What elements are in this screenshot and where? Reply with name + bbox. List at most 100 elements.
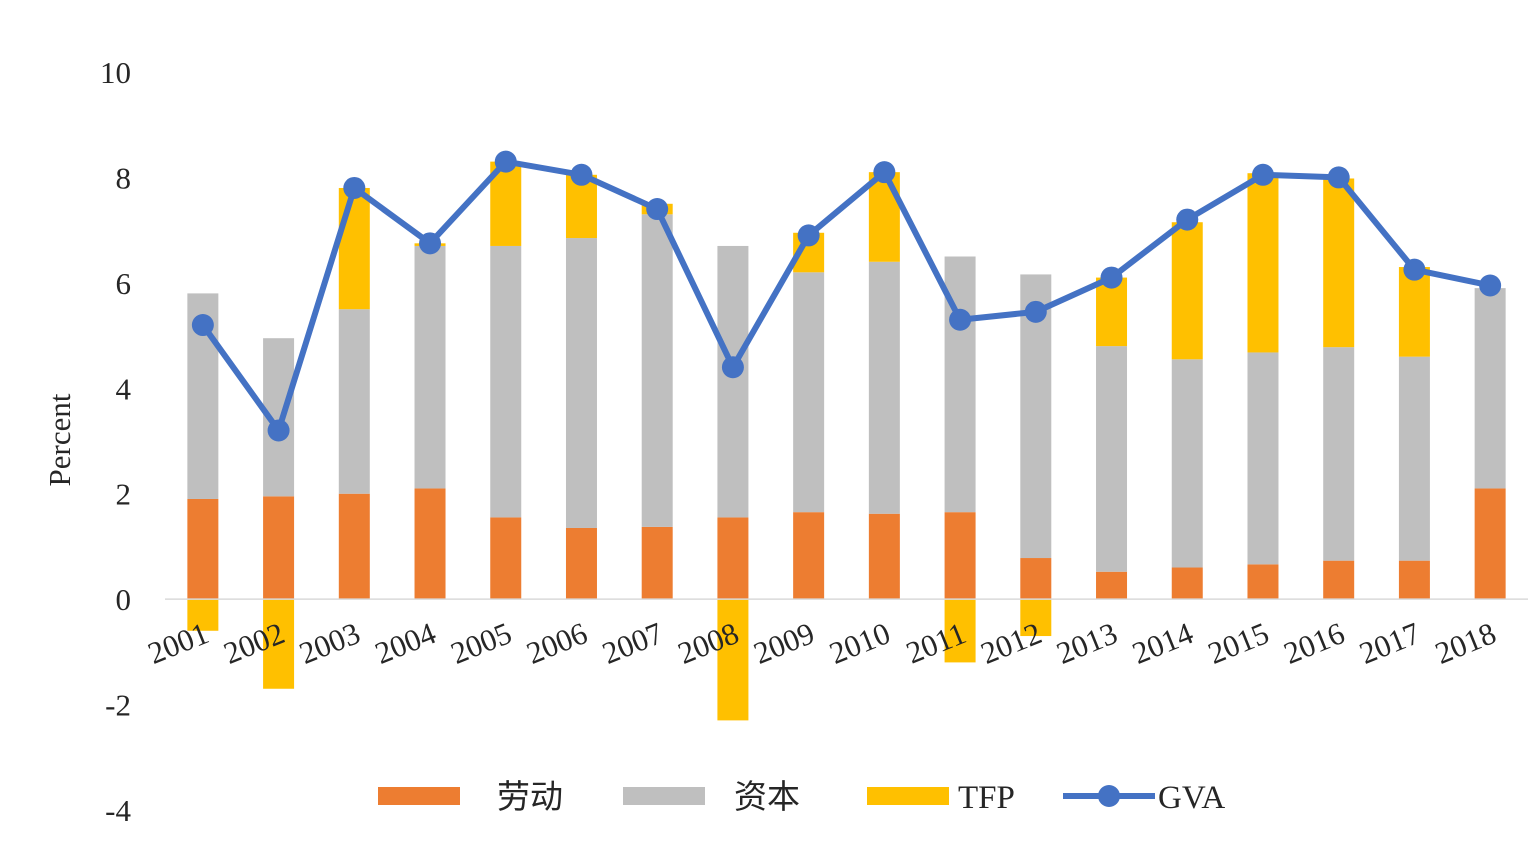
bar-labor-2007: [641, 526, 673, 600]
x-tick-label: 2009: [749, 615, 820, 671]
gva-point-2003: [343, 176, 366, 199]
x-tick-label: 2005: [446, 615, 517, 671]
y-axis-title: Percent: [42, 393, 77, 486]
gva-point-2014: [1176, 208, 1199, 231]
bar-capital-2005: [490, 245, 522, 518]
legend-swatch-tfp: [867, 787, 949, 805]
bar-labor-2014: [1171, 567, 1203, 600]
gva-point-2005: [494, 150, 517, 173]
legend-swatch-capital: [623, 787, 705, 805]
y-tick-label: 8: [116, 160, 132, 195]
bar-labor-2003: [338, 493, 370, 600]
bar-labor-2006: [565, 527, 597, 600]
gva-point-2009: [797, 224, 820, 247]
gva-point-2008: [721, 356, 744, 379]
bar-capital-2007: [641, 214, 673, 527]
bar-tfp-2017: [1398, 267, 1430, 357]
bar-labor-2016: [1323, 560, 1355, 600]
bar-tfp-2003: [338, 187, 370, 310]
bar-labor-2004: [414, 488, 446, 600]
legend-label-tfp: TFP: [958, 780, 1015, 816]
bar-tfp-2015: [1247, 173, 1279, 353]
bar-labor-2017: [1398, 560, 1430, 600]
y-tick-label: 0: [116, 582, 132, 617]
x-tick-label: 2015: [1203, 615, 1274, 671]
bar-capital-2018: [1474, 288, 1506, 489]
bar-tfp-2016: [1323, 178, 1355, 348]
legend-label-labor: 劳动: [497, 777, 563, 816]
bar-tfp-2013: [1096, 277, 1128, 347]
legend-label-gva: GVA: [1158, 780, 1225, 816]
x-tick-label: 2014: [1127, 615, 1198, 671]
bar-labor-2011: [944, 512, 976, 600]
bar-capital-2017: [1398, 356, 1430, 561]
x-tick-label: 2017: [1354, 615, 1425, 671]
gva-point-2004: [419, 232, 442, 255]
gva-point-2015: [1251, 163, 1274, 186]
bar-labor-2005: [490, 517, 522, 600]
gva-point-2016: [1327, 166, 1350, 189]
gva-point-2010: [873, 161, 896, 184]
gva-point-2018: [1479, 274, 1502, 297]
x-tick-label: 2018: [1430, 615, 1501, 671]
gva-series-line: [199, 158, 1494, 434]
legend-marker-gva: [1098, 785, 1120, 807]
x-tick-label: 2016: [1279, 615, 1350, 671]
x-axis-ticks: 2001 2002 2003 2004 2005 2006 2007 2008 2009 2010…: [143, 615, 1501, 671]
bar-capital-2006: [565, 238, 597, 528]
y-tick-label: -4: [105, 793, 131, 828]
bar-tfp-2010: [868, 172, 900, 262]
y-axis-ticks: -4 -2 0 2 4 6 8 10: [100, 55, 132, 828]
bar-labor-2002: [263, 496, 295, 600]
bar-labor-2013: [1096, 571, 1128, 600]
bar-labor-2009: [793, 512, 825, 600]
bar-labor-2015: [1247, 564, 1279, 600]
y-axis-label: Percent: [42, 393, 77, 486]
y-tick-label: 6: [116, 266, 132, 301]
x-tick-label: 2007: [597, 615, 668, 671]
bar-tfp-2008: [717, 599, 749, 721]
y-tick-label: 2: [116, 477, 132, 512]
bar-labor-2012: [1020, 558, 1052, 600]
bar-capital-2013: [1096, 346, 1128, 572]
bar-capital-2016: [1323, 347, 1355, 561]
gva-point-2011: [949, 308, 972, 331]
x-tick-label: 2010: [824, 615, 895, 671]
bar-labor-2008: [717, 517, 749, 600]
bar-capital-2014: [1171, 359, 1203, 568]
gva-point-2017: [1403, 258, 1426, 281]
gva-point-2007: [646, 198, 669, 221]
gva-point-2002: [267, 419, 290, 442]
y-tick-label: -2: [105, 688, 131, 723]
bar-labor-2010: [868, 513, 900, 600]
bar-tfp-2011: [944, 599, 976, 663]
gva-point-2006: [570, 163, 593, 186]
legend: 劳动 资本 TFP GVA: [378, 777, 1225, 816]
bar-tfp-2002: [263, 599, 295, 689]
x-tick-label: 2012: [976, 615, 1047, 671]
x-tick-label: 2013: [1052, 615, 1123, 671]
bar-labor-2018: [1474, 488, 1506, 600]
bar-capital-2015: [1247, 352, 1279, 565]
legend-swatch-labor: [378, 787, 460, 805]
x-tick-label: 2003: [294, 615, 365, 671]
gva-point-2013: [1100, 266, 1123, 289]
y-tick-label: 4: [116, 371, 132, 406]
gva-point-2001: [191, 314, 214, 337]
bar-labor-2001: [187, 498, 219, 600]
x-tick-label: 2006: [521, 615, 592, 671]
bar-capital-2003: [338, 309, 370, 494]
bar-capital-2004: [414, 245, 446, 489]
x-tick-label: 2004: [370, 615, 441, 671]
bar-tfp-2012: [1020, 599, 1052, 637]
bar-tfp-2001: [187, 599, 219, 631]
gva-point-2012: [1024, 300, 1047, 323]
x-tick-label: 2001: [143, 615, 214, 671]
legend-label-capital: 资本: [734, 777, 800, 816]
gva-line: [191, 150, 1502, 442]
y-tick-label: 10: [100, 55, 131, 90]
bar-capital-2008: [717, 245, 749, 518]
bar-capital-2010: [868, 261, 900, 514]
bar-tfp-2014: [1171, 222, 1203, 360]
